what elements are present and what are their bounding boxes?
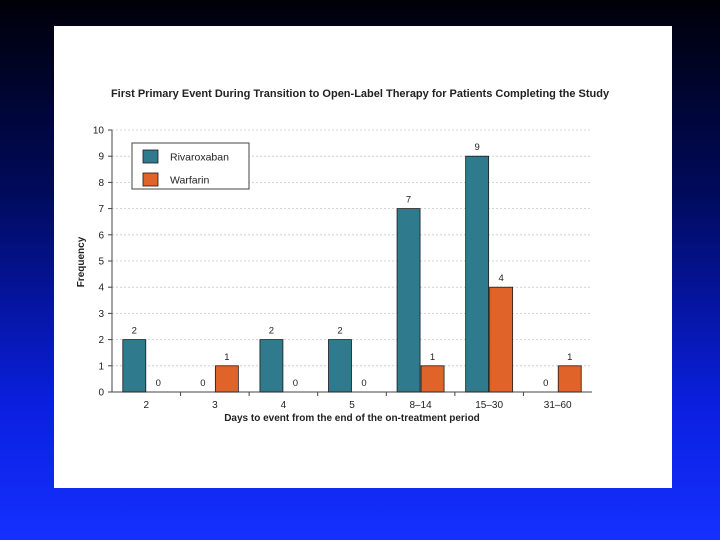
y-tick-label: 5 [98,257,104,268]
x-tick-label: 5 [349,400,355,411]
y-tick-label: 8 [98,178,104,189]
data-label-warfarin: 0 [293,378,298,389]
bar-rivaroxaban [328,339,352,393]
data-label-rivaroxaban: 2 [337,326,342,337]
data-label-rivaroxaban: 2 [269,326,274,337]
data-label-rivaroxaban: 2 [132,326,137,337]
x-tick-label: 2 [144,400,150,411]
x-tick-label: 31–60 [544,400,572,411]
legend-entry: Warfarin [170,175,209,187]
data-label-rivaroxaban: 7 [406,195,411,206]
x-tick-label: 4 [281,400,287,411]
y-tick-label: 1 [98,361,104,372]
y-tick-label: 6 [98,230,104,241]
bar-rivaroxaban [122,339,147,393]
y-axis-label: Frequency [76,236,87,287]
data-label-rivaroxaban: 0 [543,378,548,389]
data-label-warfarin: 0 [156,378,161,389]
chart-title: First Primary Event During Transition to… [111,88,610,100]
legend-swatch [142,172,159,187]
data-label-rivaroxaban: 0 [200,378,205,389]
data-label-warfarin: 1 [567,352,572,363]
bar-rivaroxaban [259,339,284,393]
bar-warfarin [489,286,514,393]
bar-warfarin [214,365,239,393]
bar-rivaroxaban [396,208,421,393]
legend-swatch [142,149,159,164]
y-tick-label: 3 [98,309,104,320]
x-axis-label: Days to event from the end of the on-tre… [224,413,480,424]
x-tick-label: 8–14 [409,400,432,411]
data-label-warfarin: 4 [498,273,503,284]
data-label-warfarin: 1 [224,352,229,363]
bar-warfarin [420,365,445,393]
y-tick-label: 9 [98,152,104,163]
y-tick-label: 7 [98,204,104,215]
x-tick-label: 3 [212,400,218,411]
y-tick-label: 10 [93,126,105,137]
slide-panel [54,26,672,488]
y-tick-label: 4 [98,283,104,294]
data-label-warfarin: 0 [361,378,366,389]
bar-rivaroxaban [465,155,490,393]
data-label-warfarin: 1 [430,352,435,363]
y-tick-label: 2 [98,335,104,346]
bar-warfarin [557,365,582,393]
y-tick-label: 0 [98,388,104,399]
legend-entry: Rivaroxaban [170,152,229,164]
x-tick-label: 15–30 [475,400,503,411]
data-label-rivaroxaban: 9 [474,142,479,153]
